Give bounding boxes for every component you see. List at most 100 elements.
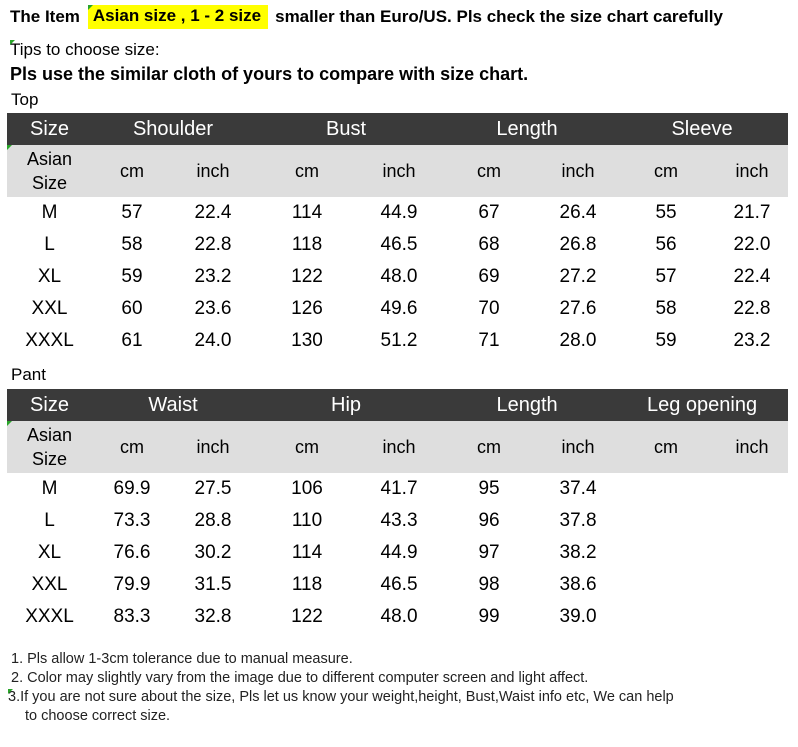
note-3-text: 3.If you are not sure about the size, Pl… xyxy=(8,689,674,705)
value-cell: 41.7 xyxy=(380,478,418,499)
note-3-continued: to choose correct size. xyxy=(25,708,171,724)
value-cell xyxy=(616,569,716,601)
value-cell: 27.5 xyxy=(194,478,232,499)
header-leg-opening: Leg opening xyxy=(616,389,789,421)
unit-inch: inch xyxy=(540,145,617,197)
table-row: M 69.9 27.5 106 41.7 95 37.4 xyxy=(7,473,788,505)
value-cell: 21.7 xyxy=(733,202,771,223)
unit-cm: cm xyxy=(254,421,361,473)
value-cell: 114 xyxy=(291,542,323,563)
value-cell: 43.3 xyxy=(380,510,418,531)
value-cell: 59 xyxy=(655,330,677,351)
value-cell xyxy=(716,505,788,537)
size-cell: XXL xyxy=(31,298,68,319)
value-cell: 106 xyxy=(291,478,323,499)
value-cell: 44.9 xyxy=(380,542,418,563)
value-cell: 57 xyxy=(121,202,143,223)
size-cell: XL xyxy=(37,542,62,563)
headline: The Item Asian size , 1 - 2 size smaller… xyxy=(10,4,723,30)
hint-text: Pls use the similar cloth of yours to co… xyxy=(10,64,529,84)
tips-label: Tips to choose size: xyxy=(10,40,160,59)
value-cell: 56 xyxy=(655,234,677,255)
header-hip: Hip xyxy=(254,389,439,421)
header-waist: Waist xyxy=(92,389,255,421)
value-cell: 122 xyxy=(291,266,323,287)
value-cell: 60 xyxy=(121,298,143,319)
size-cell: XXXL xyxy=(25,330,74,351)
value-cell: 97 xyxy=(478,542,500,563)
unit-inch: inch xyxy=(716,145,789,197)
table-row: XXL 60 23.6 126 49.6 70 27.6 58 22.8 xyxy=(7,293,788,325)
table-row: XL 59 23.2 122 48.0 69 27.2 57 22.4 xyxy=(7,261,788,293)
value-cell: 31.5 xyxy=(194,574,232,595)
value-cell: 57 xyxy=(655,266,677,287)
top-header-row: Size Shoulder Bust Length Sleeve xyxy=(7,113,789,145)
size-cell: L xyxy=(44,234,55,255)
value-cell xyxy=(616,537,716,569)
headline-highlight-text: Asian size , 1 - 2 size xyxy=(92,6,262,25)
value-cell: 70 xyxy=(478,298,500,319)
table-row: M 57 22.4 114 44.9 67 26.4 55 21.7 xyxy=(7,197,788,229)
unit-cm: cm xyxy=(438,145,540,197)
asian-size-label: Asian Size xyxy=(7,145,92,197)
unit-cm: cm xyxy=(92,421,172,473)
size-cell: M xyxy=(41,478,58,499)
value-cell: 58 xyxy=(655,298,677,319)
cell-marker-icon xyxy=(8,689,13,694)
value-cell: 49.6 xyxy=(380,298,418,319)
header-size: Size xyxy=(7,113,92,145)
value-cell: 58 xyxy=(121,234,143,255)
note-1: 1. Pls allow 1-3cm tolerance due to manu… xyxy=(11,651,353,667)
header-sleeve: Sleeve xyxy=(616,113,789,145)
value-cell: 48.0 xyxy=(380,266,418,287)
value-cell: 37.8 xyxy=(559,510,597,531)
header-bust: Bust xyxy=(254,113,438,145)
pant-size-table: Size Waist Hip Length Leg opening Asian S… xyxy=(7,389,789,633)
value-cell xyxy=(616,505,716,537)
section-label-pant: Pant xyxy=(11,365,46,384)
value-cell: 27.2 xyxy=(559,266,597,287)
value-cell: 114 xyxy=(291,202,323,223)
table-row: XXXL 83.3 32.8 122 48.0 99 39.0 xyxy=(7,601,788,633)
table-row: XL 76.6 30.2 114 44.9 97 38.2 xyxy=(7,537,788,569)
size-cell: XXL xyxy=(31,574,68,595)
value-cell: 51.2 xyxy=(380,330,418,351)
value-cell: 98 xyxy=(478,574,500,595)
size-cell: M xyxy=(41,202,58,223)
value-cell: 23.2 xyxy=(733,330,771,351)
value-cell: 99 xyxy=(478,606,500,627)
header-length: Length xyxy=(438,113,617,145)
table-row: L 73.3 28.8 110 43.3 96 37.8 xyxy=(7,505,788,537)
asian-size-label: Asian Size xyxy=(7,421,92,473)
headline-suffix: smaller than Euro/US. Pls check the size… xyxy=(275,7,723,26)
asian-label: Asian xyxy=(26,149,73,169)
value-cell: 26.4 xyxy=(559,202,597,223)
cell-marker-icon xyxy=(7,145,12,150)
unit-cm: cm xyxy=(254,145,360,197)
value-cell: 22.4 xyxy=(194,202,232,223)
section-label-top: Top xyxy=(11,90,39,109)
value-cell: 23.2 xyxy=(194,266,232,287)
top-unit-row: Asian Size cm inch cm inch cm inch cm inc… xyxy=(7,145,789,197)
table-row: L 58 22.8 118 46.5 68 26.8 56 22.0 xyxy=(7,229,788,261)
size-cell: XXXL xyxy=(25,606,74,627)
table-row: XXXL 61 24.0 130 51.2 71 28.0 59 23.2 xyxy=(7,325,788,357)
value-cell xyxy=(716,601,788,633)
value-cell: 79.9 xyxy=(113,574,151,595)
value-cell: 55 xyxy=(655,202,677,223)
value-cell: 68 xyxy=(478,234,500,255)
value-cell: 46.5 xyxy=(380,234,418,255)
value-cell xyxy=(616,473,716,505)
unit-inch: inch xyxy=(172,145,254,197)
unit-inch: inch xyxy=(360,421,439,473)
value-cell: 44.9 xyxy=(380,202,418,223)
value-cell: 83.3 xyxy=(113,606,151,627)
value-cell: 22.8 xyxy=(194,234,232,255)
value-cell: 38.2 xyxy=(559,542,597,563)
value-cell: 69 xyxy=(478,266,500,287)
unit-cm: cm xyxy=(92,145,172,197)
tips-text: Tips to choose size: xyxy=(10,40,160,60)
pant-unit-row: Asian Size cm inch cm inch cm inch cm inc… xyxy=(7,421,789,473)
value-cell: 69.9 xyxy=(113,478,151,499)
header-length: Length xyxy=(438,389,617,421)
